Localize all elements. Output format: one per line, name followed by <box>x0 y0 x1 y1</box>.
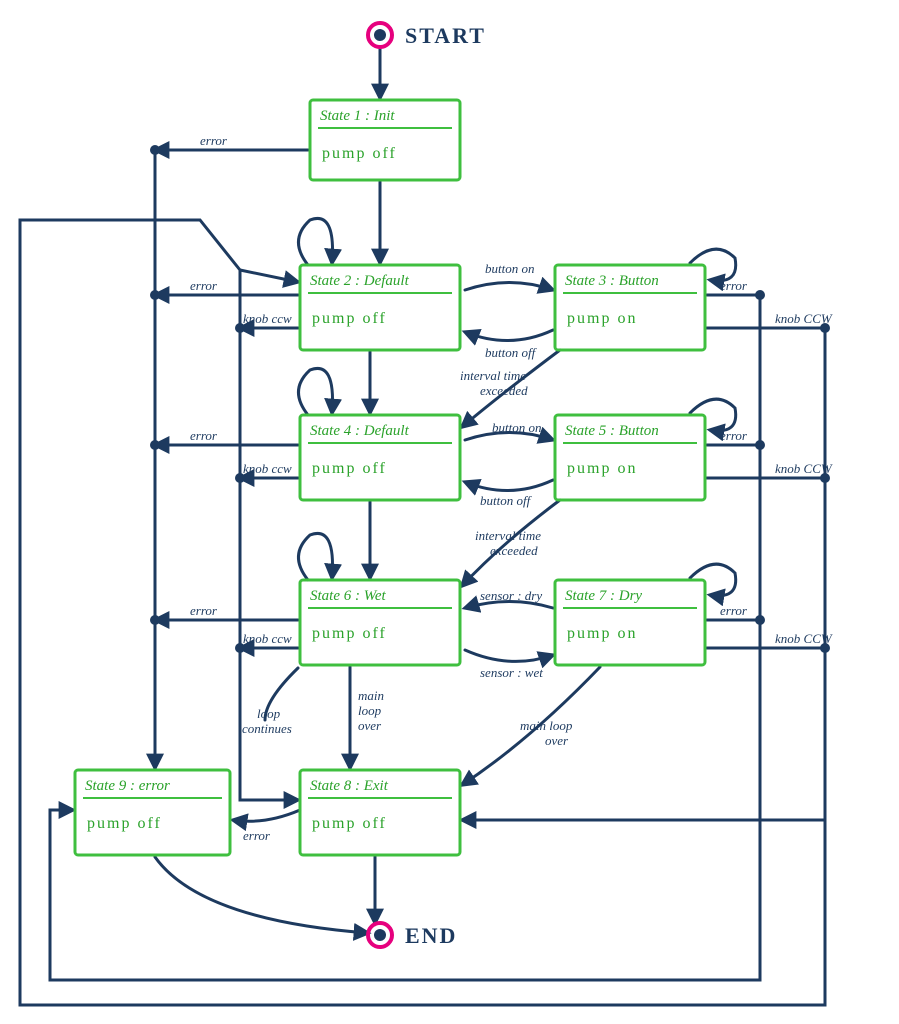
state-body: pump off <box>312 815 387 832</box>
edge <box>465 480 553 491</box>
state-title: State 3 : Button <box>565 273 659 289</box>
state-body: pump off <box>322 145 397 162</box>
edge-label: button on <box>485 261 534 276</box>
end-node-label: END <box>405 923 457 948</box>
edge-label: interval time <box>460 368 526 383</box>
edge-label: error <box>720 278 748 293</box>
edge-label: interval time <box>475 528 541 543</box>
edge-label: error <box>720 603 748 618</box>
edge <box>298 218 332 265</box>
edge-label: loop <box>358 703 382 718</box>
s4: State 4 : Default pump off <box>300 415 460 500</box>
state-title: State 4 : Default <box>310 423 410 439</box>
edge-label: knob CCW <box>775 311 833 326</box>
state-body: pump off <box>312 625 387 642</box>
edge-label: error <box>190 603 218 618</box>
state-body: pump on <box>567 460 637 477</box>
edge-label: button off <box>480 493 533 508</box>
edge-label: over <box>545 733 569 748</box>
edge-label: knob ccw <box>243 461 292 476</box>
s2: State 2 : Default pump off <box>300 265 460 350</box>
s1: State 1 : Init pump off <box>310 100 460 180</box>
s6: State 6 : Wet pump off <box>300 580 460 665</box>
state-title: State 7 : Dry <box>565 588 642 604</box>
edge <box>298 533 332 580</box>
state-title: State 9 : error <box>85 778 170 794</box>
s7: State 7 : Dry pump on <box>555 580 705 665</box>
s5: State 5 : Button pump on <box>555 415 705 500</box>
edge <box>240 270 298 282</box>
s3: State 3 : Button pump on <box>555 265 705 350</box>
edge <box>465 283 553 291</box>
edge-label: knob ccw <box>243 311 292 326</box>
edge-label: error <box>190 278 218 293</box>
edges: button on button off button on button off in… <box>20 48 833 1005</box>
state-body: pump off <box>312 460 387 477</box>
edge-label: continues <box>242 721 292 736</box>
edge-label: main loop <box>520 718 573 733</box>
s8: State 8 : Exit pump off <box>300 770 460 855</box>
state-body: pump off <box>87 815 162 832</box>
edge-label: error <box>243 828 271 843</box>
state-body: pump on <box>567 310 637 327</box>
edge-label: button off <box>485 345 538 360</box>
edge <box>465 650 553 661</box>
edge-label: exceeded <box>490 543 538 558</box>
edge-label: over <box>358 718 382 733</box>
edge-label: main <box>358 688 384 703</box>
edge <box>298 368 332 415</box>
edge-label: loop <box>257 706 281 721</box>
start-node: START <box>368 23 486 48</box>
state-body: pump on <box>567 625 637 642</box>
edge-label: error <box>200 133 228 148</box>
edge <box>155 857 368 933</box>
edge-label: button on <box>492 420 541 435</box>
start-node-label: START <box>405 23 486 48</box>
s9: State 9 : error pump off <box>75 770 230 855</box>
end-node: END <box>368 923 457 948</box>
state-body: pump off <box>312 310 387 327</box>
state-title: State 2 : Default <box>310 273 410 289</box>
edge-label: knob ccw <box>243 631 292 646</box>
state-title: State 6 : Wet <box>310 588 387 604</box>
state-title: State 1 : Init <box>320 108 395 124</box>
edge <box>465 330 553 341</box>
state-title: State 5 : Button <box>565 423 659 439</box>
edge-label: error <box>720 428 748 443</box>
edge-label: sensor : dry <box>480 588 542 603</box>
state-title: State 8 : Exit <box>310 778 389 794</box>
edge-label: error <box>190 428 218 443</box>
edge <box>233 810 300 821</box>
state-diagram: button on button off button on button off in… <box>0 0 899 1024</box>
edge-label: sensor : wet <box>480 665 543 680</box>
edge-label: exceeded <box>480 383 528 398</box>
